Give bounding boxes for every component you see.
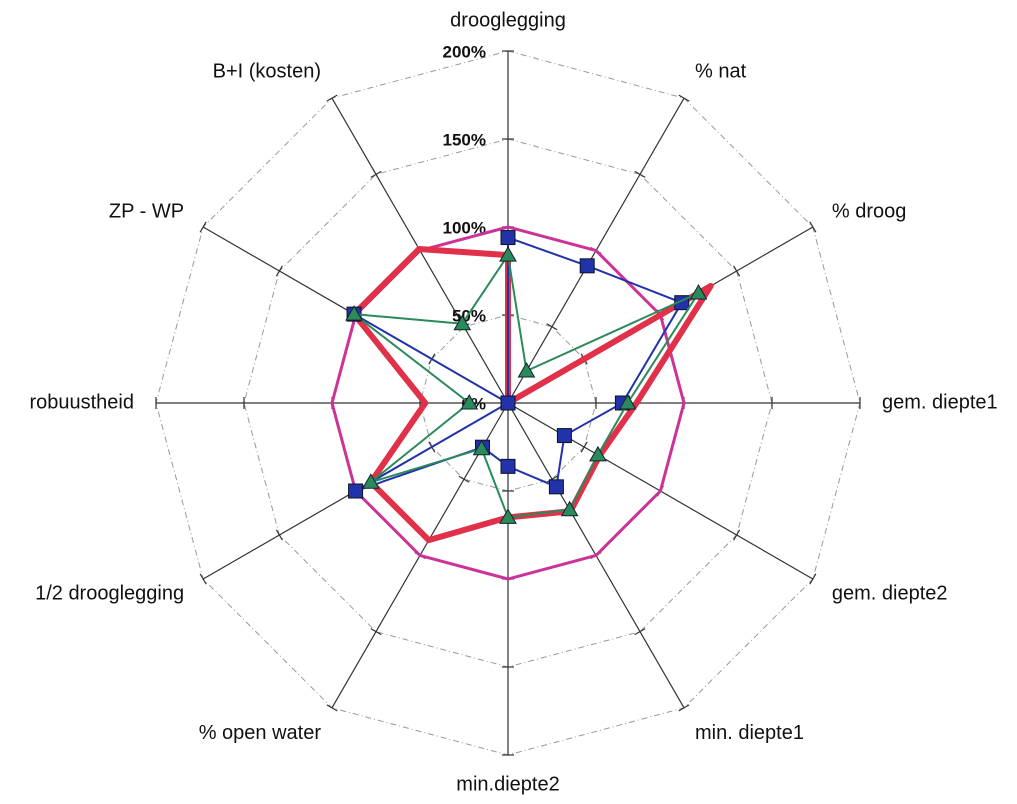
marker — [689, 283, 708, 300]
category-label: gem. diepte2 — [832, 582, 948, 604]
tick-mark — [458, 475, 470, 483]
tick-mark — [199, 221, 207, 233]
tick-mark — [733, 265, 741, 277]
tick-mark — [546, 323, 558, 331]
marker — [500, 395, 516, 411]
marker — [361, 473, 380, 489]
marker — [589, 445, 607, 462]
marker — [472, 439, 491, 456]
tick-mark — [370, 628, 382, 636]
tick-mark — [199, 573, 207, 585]
category-label: drooglegging — [450, 9, 566, 31]
category-label: min.diepte2 — [456, 773, 559, 795]
category-label: robuustheid — [29, 391, 134, 413]
marker — [453, 314, 472, 331]
tick-mark — [546, 475, 558, 483]
marker — [499, 246, 517, 262]
marker — [500, 230, 516, 246]
category-label: % nat — [695, 60, 747, 82]
marker — [517, 361, 536, 378]
marker — [548, 479, 564, 495]
tick-label: 200% — [443, 42, 486, 61]
tick-mark — [275, 529, 283, 541]
category-label: gem. diepte1 — [882, 391, 998, 413]
tick-mark — [678, 94, 690, 102]
tick-mark — [580, 441, 588, 453]
tick-label: 150% — [443, 130, 486, 149]
marker — [579, 258, 595, 274]
tick-mark — [634, 628, 646, 636]
category-label: ZP - WP — [109, 200, 184, 222]
tick-mark — [678, 704, 690, 712]
tick-mark — [733, 529, 741, 541]
tick-mark — [634, 170, 646, 178]
tick-mark — [326, 704, 338, 712]
category-label: % open water — [199, 722, 322, 744]
marker — [348, 483, 364, 499]
tick-label: 100% — [443, 218, 486, 237]
category-label: 1/2 drooglegging — [35, 582, 184, 604]
marker — [560, 500, 579, 517]
tick-mark — [809, 221, 817, 233]
category-label: min. diepte1 — [695, 722, 804, 744]
marker — [556, 428, 572, 444]
tick-mark — [326, 94, 338, 102]
marker — [500, 458, 516, 474]
marker — [460, 393, 479, 410]
series-line — [353, 236, 683, 492]
category-label: B+I (kosten) — [213, 60, 321, 82]
marker — [345, 305, 363, 321]
marker — [499, 508, 517, 524]
tick-mark — [370, 170, 382, 178]
tick-mark — [275, 265, 283, 277]
marker — [618, 393, 637, 410]
tick-mark — [809, 573, 817, 585]
category-label: % droog — [832, 200, 907, 222]
